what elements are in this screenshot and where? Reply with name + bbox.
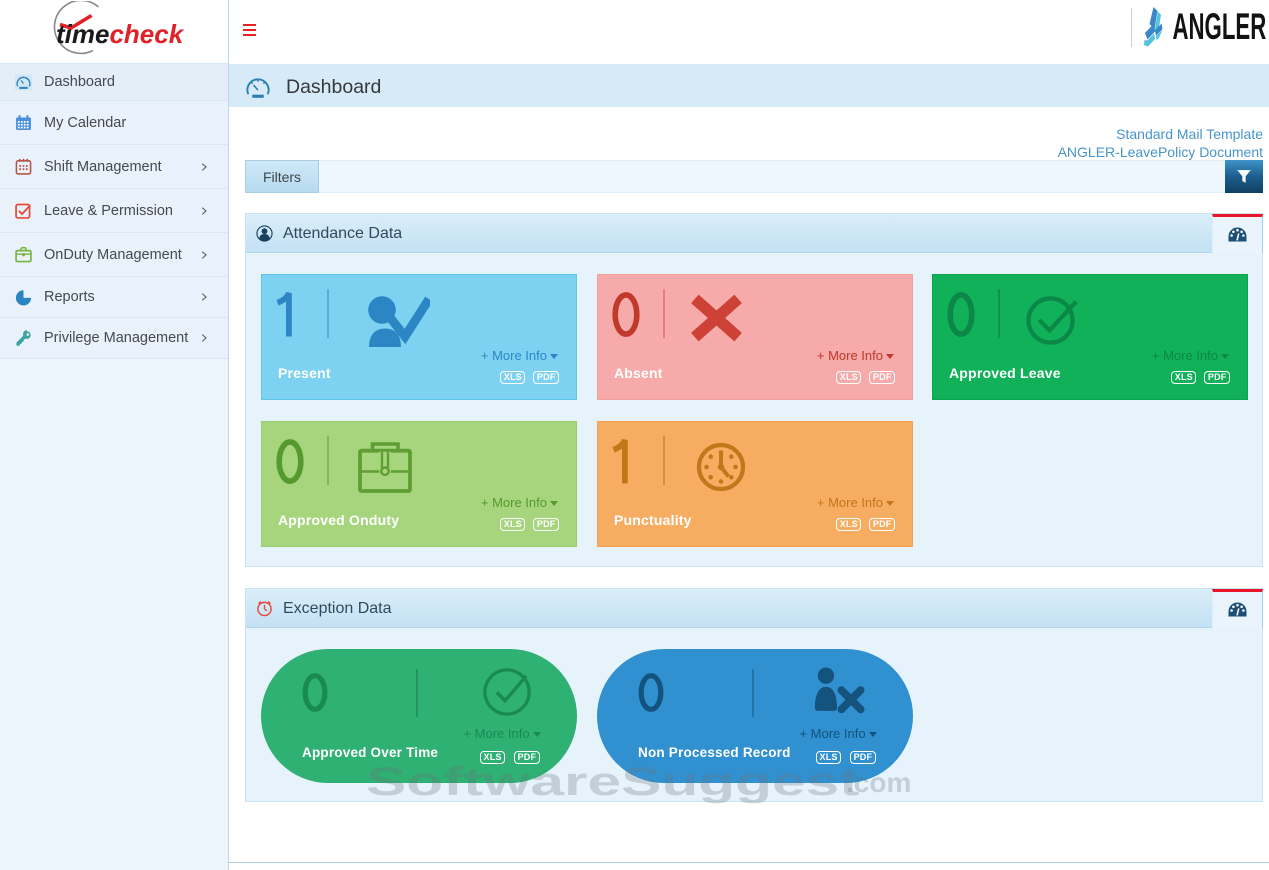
svg-text:timecheck: timecheck xyxy=(56,19,185,49)
